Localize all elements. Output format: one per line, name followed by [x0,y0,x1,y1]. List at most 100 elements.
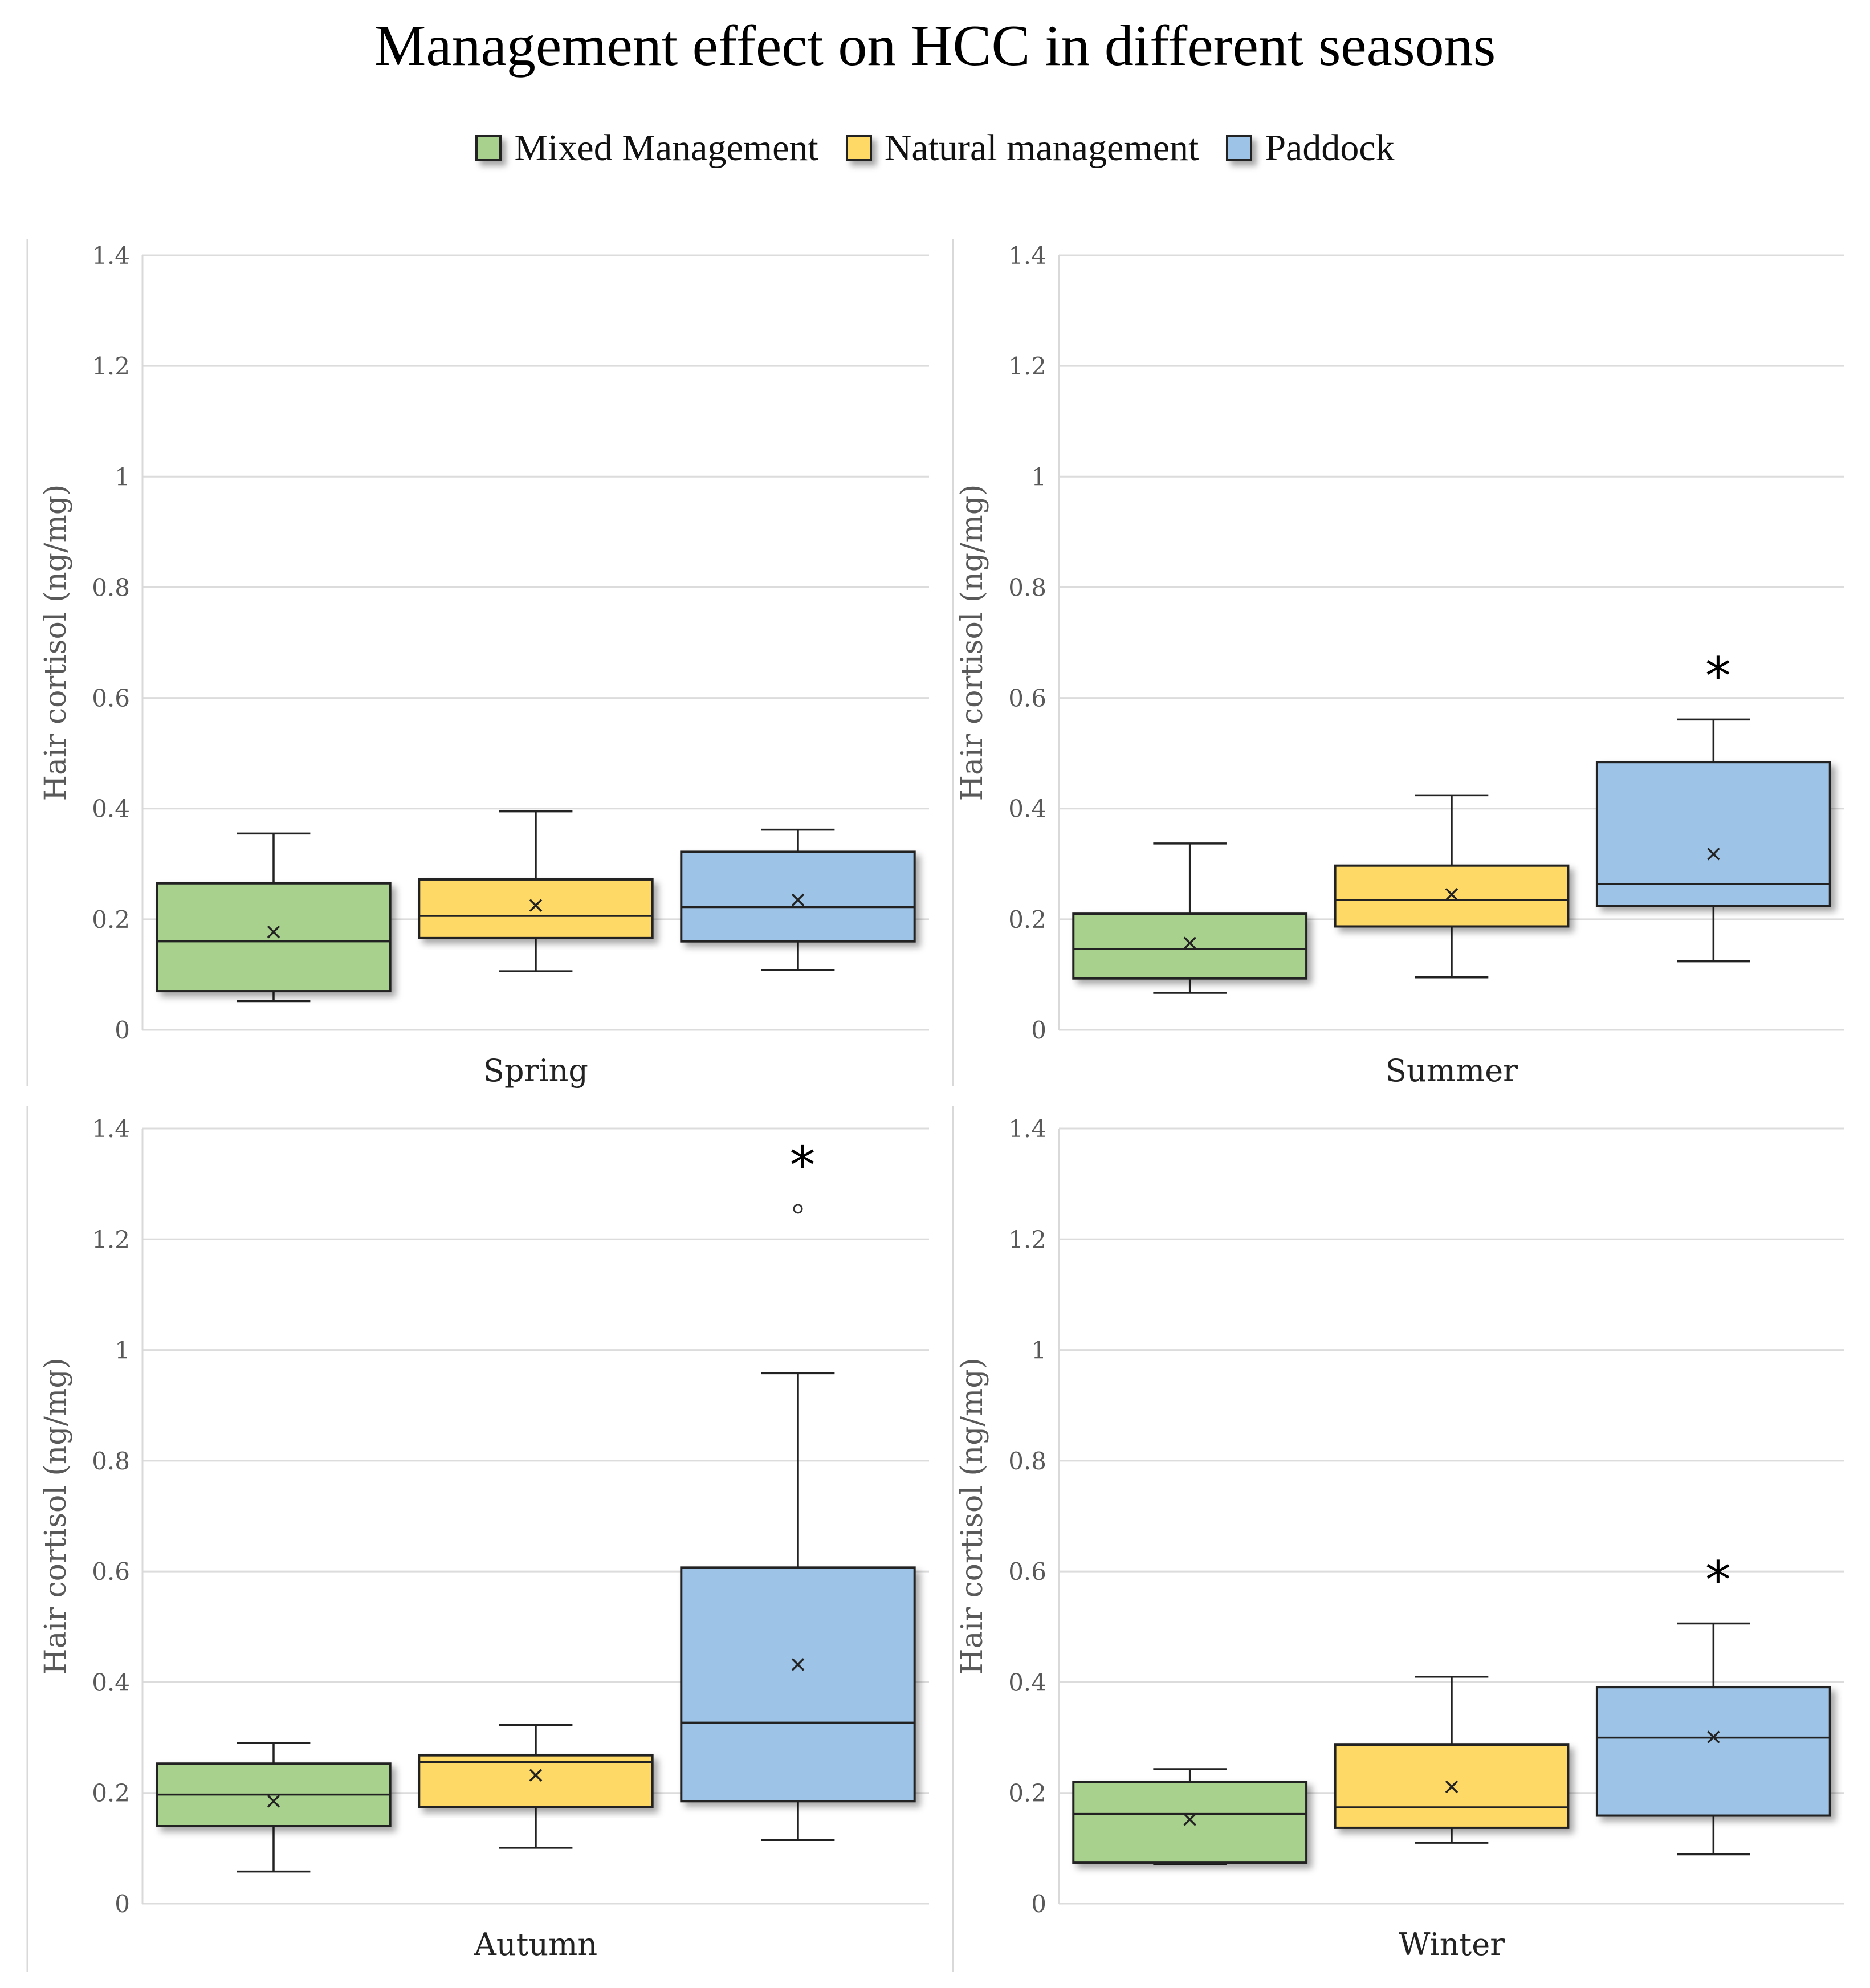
mean-marker [529,899,543,912]
y-tick-label: 1 [1031,1337,1046,1364]
box-natural [1334,1675,1570,1844]
chart-winter: 0 0.2 0.4 0.6 0.8 1 1.2 1.4 Hair cortisol (ng/mg… [952,1106,1844,1972]
mean-marker [1707,848,1720,861]
mean-marker-stroke [267,1795,280,1808]
box-paddock [1595,718,1831,963]
y-tick-label: 1.4 [92,1115,130,1143]
y-tick-label: 0 [1031,1016,1046,1044]
mean-marker [267,925,280,939]
y-tick-label: 1 [115,463,130,491]
box-iqr [1595,761,1831,907]
season-label: Summer [1386,1053,1518,1089]
box-iqr [418,1754,654,1808]
legend-item-natural: Natural management [845,127,1199,170]
box-iqr [418,878,654,939]
significance-star: * [790,1136,816,1196]
y-tick-label: 0.8 [92,1447,130,1475]
box-paddock [680,828,916,971]
y-tick-label: 0.6 [1008,1558,1046,1586]
box-iqr [1334,864,1570,928]
y-tick-label: 0 [115,1890,130,1918]
y-tick-label: 0.2 [92,906,130,934]
mean-marker [1183,1813,1196,1826]
y-axis-title: Hair cortisol (ng/mg) [955,484,989,801]
y-tick-label: 1 [1031,463,1046,491]
season-label: Winter [1399,1926,1505,1962]
legend-swatch-natural [845,135,872,161]
box-natural [1334,794,1570,979]
box-natural [418,810,654,972]
y-tick-label: 0.6 [92,1558,130,1586]
season-label: Spring [483,1053,588,1089]
mean-marker-stroke [1183,936,1196,950]
chart-spring: 0 0.2 0.4 0.6 0.8 1 1.2 1.4 Hair cortisol (ng/mg… [26,239,929,1089]
mean-marker [1707,1730,1720,1743]
mean-marker [1183,936,1196,950]
mean-marker [1445,887,1458,901]
mean-marker [791,893,805,907]
y-tick-label: 0.2 [1008,906,1046,934]
y-tick-label: 0.4 [1008,1668,1046,1696]
mean-marker [1445,1780,1458,1794]
chart-autumn: 0 0.2 0.4 0.6 0.8 1 1.2 1.4 Hair cortisol (ng/mg… [26,1106,929,1972]
significance-star: * [1705,1550,1731,1610]
y-tick-label: 1.2 [92,1225,130,1253]
y-tick-label: 0.2 [92,1779,130,1807]
box-mixed [156,832,392,1003]
y-tick-label: 1 [115,1337,130,1364]
box-paddock [1595,1622,1831,1856]
y-tick-label: 0.8 [1008,573,1046,601]
box-iqr [680,1566,916,1803]
mean-marker-stroke [529,899,543,912]
mean-marker-stroke [1445,1780,1458,1794]
figure-title: Management effect on HCC in different se… [374,14,1496,78]
box-natural [418,1724,654,1849]
mean-marker-stroke [267,925,280,939]
y-axis-title: Hair cortisol (ng/mg) [39,1358,73,1675]
y-tick-label: 1.4 [1008,1115,1046,1143]
mean-marker-stroke [529,1769,543,1782]
season-label: Autumn [474,1926,597,1962]
box-paddock [680,1204,916,1842]
legend-item-mixed: Mixed Management [475,127,818,170]
y-tick-label: 0.4 [92,795,130,823]
outlier-point [793,1204,803,1214]
y-axis-title: Hair cortisol (ng/mg) [39,484,73,801]
y-tick-label: 0.6 [92,685,130,712]
y-tick-label: 1.2 [1008,1225,1046,1253]
box-iqr [1072,1781,1308,1864]
y-tick-label: 0.8 [92,573,130,601]
mean-marker-stroke [791,893,805,907]
box-mixed [1072,1768,1308,1865]
y-tick-label: 0.6 [1008,685,1046,712]
y-tick-label: 0.8 [1008,1447,1046,1475]
box-mixed [1072,842,1308,994]
box-iqr [1072,912,1308,980]
y-tick-label: 1.4 [1008,242,1046,270]
box-iqr [1595,1686,1831,1817]
y-tick-label: 0.4 [1008,795,1046,823]
mean-marker-stroke [1707,1730,1720,1743]
mean-marker [267,1795,280,1808]
legend-label-mixed: Mixed Management [514,127,818,169]
box-mixed [156,1742,392,1873]
mean-marker [791,1658,805,1671]
legend-swatch-mixed [475,135,502,161]
box-iqr [156,882,392,993]
y-tick-label: 1.4 [92,242,130,270]
y-tick-label: 0.2 [1008,1779,1046,1807]
legend-swatch-paddock [1226,135,1253,161]
significance-star: * [1705,646,1731,706]
legend-label-paddock: Paddock [1265,127,1395,169]
y-tick-label: 0 [115,1016,130,1044]
legend-label-natural: Natural management [884,127,1199,169]
mean-marker-stroke [1183,1813,1196,1826]
legend-item-paddock: Paddock [1226,127,1395,170]
y-tick-label: 1.2 [1008,352,1046,380]
y-tick-label: 0 [1031,1890,1046,1918]
mean-marker-stroke [1445,887,1458,901]
chart-summer: 0 0.2 0.4 0.6 0.8 1 1.2 1.4 Hair cortisol (ng/mg… [952,239,1844,1089]
mean-marker-stroke [1707,848,1720,861]
y-tick-label: 0.4 [92,1668,130,1696]
